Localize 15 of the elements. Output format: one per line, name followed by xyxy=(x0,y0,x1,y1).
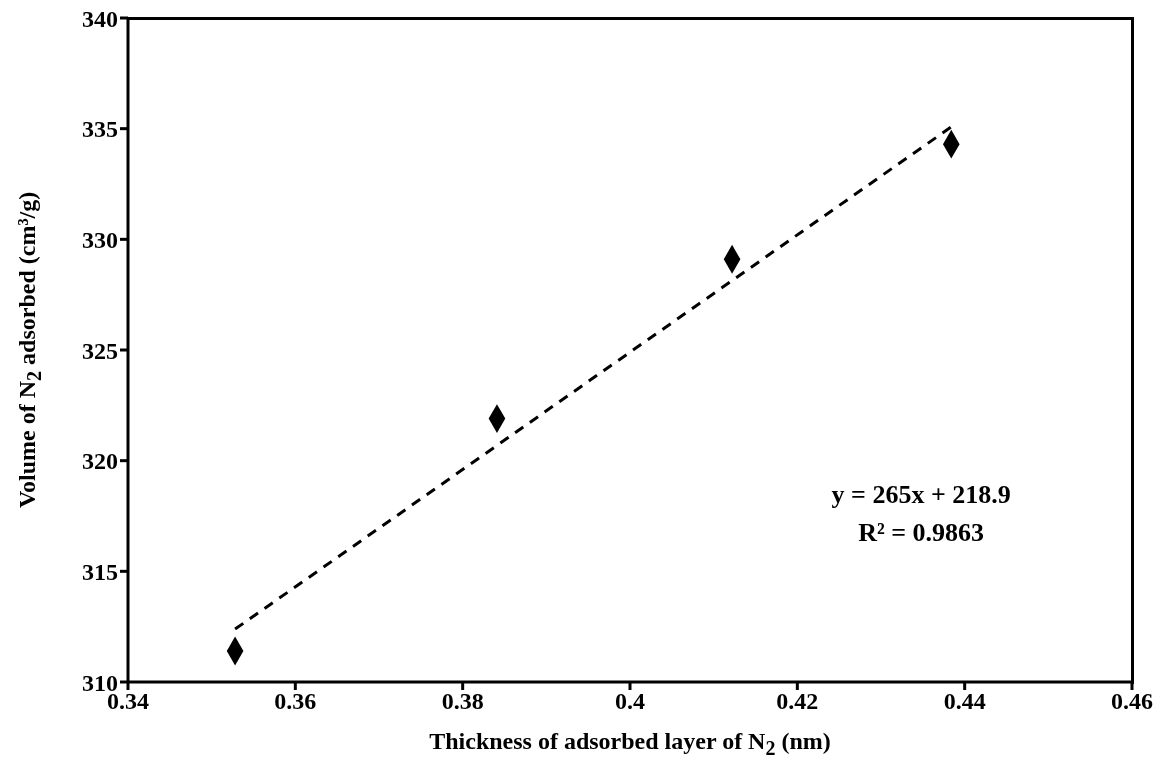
y-tick-label: 315 xyxy=(82,558,118,585)
y-tick-label: 335 xyxy=(82,116,118,143)
y-tick-label: 340 xyxy=(82,5,118,32)
x-tick-label: 0.36 xyxy=(274,688,317,715)
x-axis-title: Thickness of adsorbed layer of N$_{2}$ (nm) xyxy=(428,728,832,760)
annotation: y = 265x + 218.9 xyxy=(830,479,1012,512)
y-tick-label: 320 xyxy=(82,448,118,475)
y-tick-label: 330 xyxy=(82,226,118,253)
x-tick-label: 0.42 xyxy=(776,688,819,715)
x-tick-label: 0.44 xyxy=(943,688,986,715)
x-tick-label: 0.38 xyxy=(441,688,484,715)
annotation: R² = 0.9863 xyxy=(857,517,986,550)
y-tick-label: 325 xyxy=(82,337,118,364)
x-tick-label: 0.4 xyxy=(615,688,645,715)
x-tick-label: 0.46 xyxy=(1111,688,1153,715)
